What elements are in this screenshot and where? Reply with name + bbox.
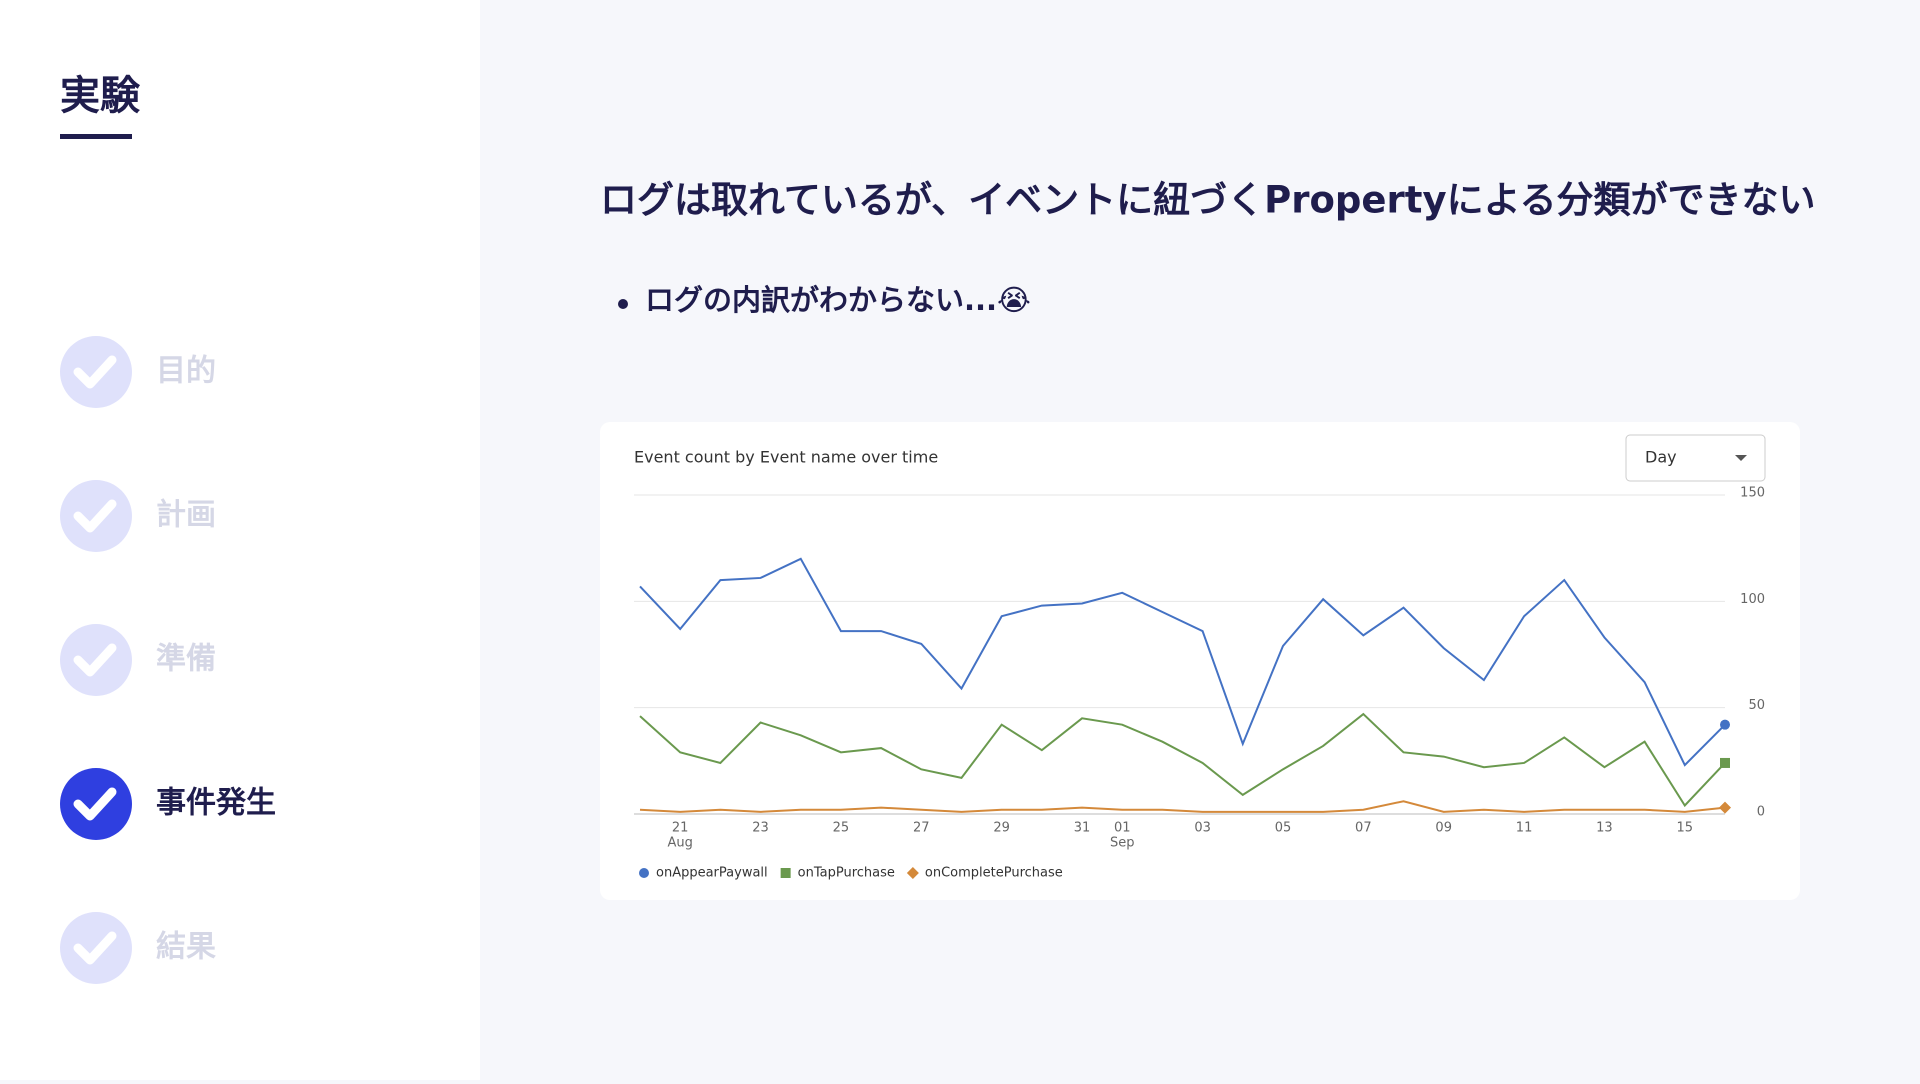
series-line: [639, 557, 1726, 767]
x-sublabel: Aug: [667, 836, 692, 851]
dropdown[interactable]: [1625, 434, 1766, 482]
legend-label: onAppearPaywall: [656, 866, 768, 881]
end-marker: [906, 867, 919, 879]
x-tick-label: 07: [1355, 821, 1372, 836]
step-label: 事件発生: [156, 786, 276, 821]
x-tick-label: 21: [672, 821, 689, 836]
legend-label: onTapPurchase: [798, 866, 895, 881]
end-marker: [1720, 757, 1730, 768]
step-check: [73, 931, 117, 965]
chart-title: Event count by Event name over time: [634, 448, 938, 467]
x-tick-label: 27: [913, 821, 930, 836]
y-tick-label: 0: [1757, 805, 1765, 820]
step-label: 計画: [156, 498, 216, 533]
end-marker: [1719, 801, 1731, 814]
bullet-dot: [618, 299, 628, 309]
series-line: [639, 800, 1726, 813]
x-tick-label: 23: [752, 821, 769, 836]
y-tick-label: 150: [1740, 486, 1765, 501]
y-tick-label: 100: [1740, 592, 1765, 607]
sidebar-title: 実験: [60, 73, 141, 119]
legend-label: onCompletePurchase: [925, 866, 1063, 881]
x-sublabel: Sep: [1110, 836, 1135, 851]
title-underline: [60, 134, 132, 139]
step-check: [73, 499, 117, 533]
bullet-text: ログの内訳がわからない...😭: [645, 283, 1031, 317]
end-marker: [780, 868, 791, 878]
x-tick-label: 29: [993, 821, 1010, 836]
chart-card: [600, 422, 1800, 900]
x-tick-label: 09: [1435, 821, 1452, 836]
series-line: [639, 712, 1726, 808]
heading: ログは取れているが、イベントに紐づくPropertyによる分類ができない: [600, 179, 1815, 222]
x-tick-label: 15: [1677, 821, 1694, 836]
end-marker: [639, 868, 649, 878]
x-tick-label: 03: [1194, 821, 1211, 836]
x-tick-label: 25: [833, 821, 850, 836]
x-tick-label: 05: [1275, 821, 1292, 836]
x-tick-label: 13: [1596, 821, 1613, 836]
step-label: 目的: [156, 354, 216, 389]
step-check: [73, 643, 117, 677]
step-label: 準備: [156, 642, 216, 677]
step-check: [73, 787, 117, 821]
dropdown-arrow[interactable]: [1735, 455, 1747, 461]
x-tick-label: 11: [1516, 821, 1533, 836]
end-marker: [1720, 719, 1730, 730]
step-check: [73, 355, 117, 389]
x-tick-label: 31: [1074, 821, 1091, 836]
x-tick-label: 01: [1114, 821, 1131, 836]
y-tick-label: 50: [1748, 698, 1765, 713]
step-label: 結果: [156, 930, 216, 965]
dropdown-label[interactable]: Day: [1645, 448, 1677, 467]
